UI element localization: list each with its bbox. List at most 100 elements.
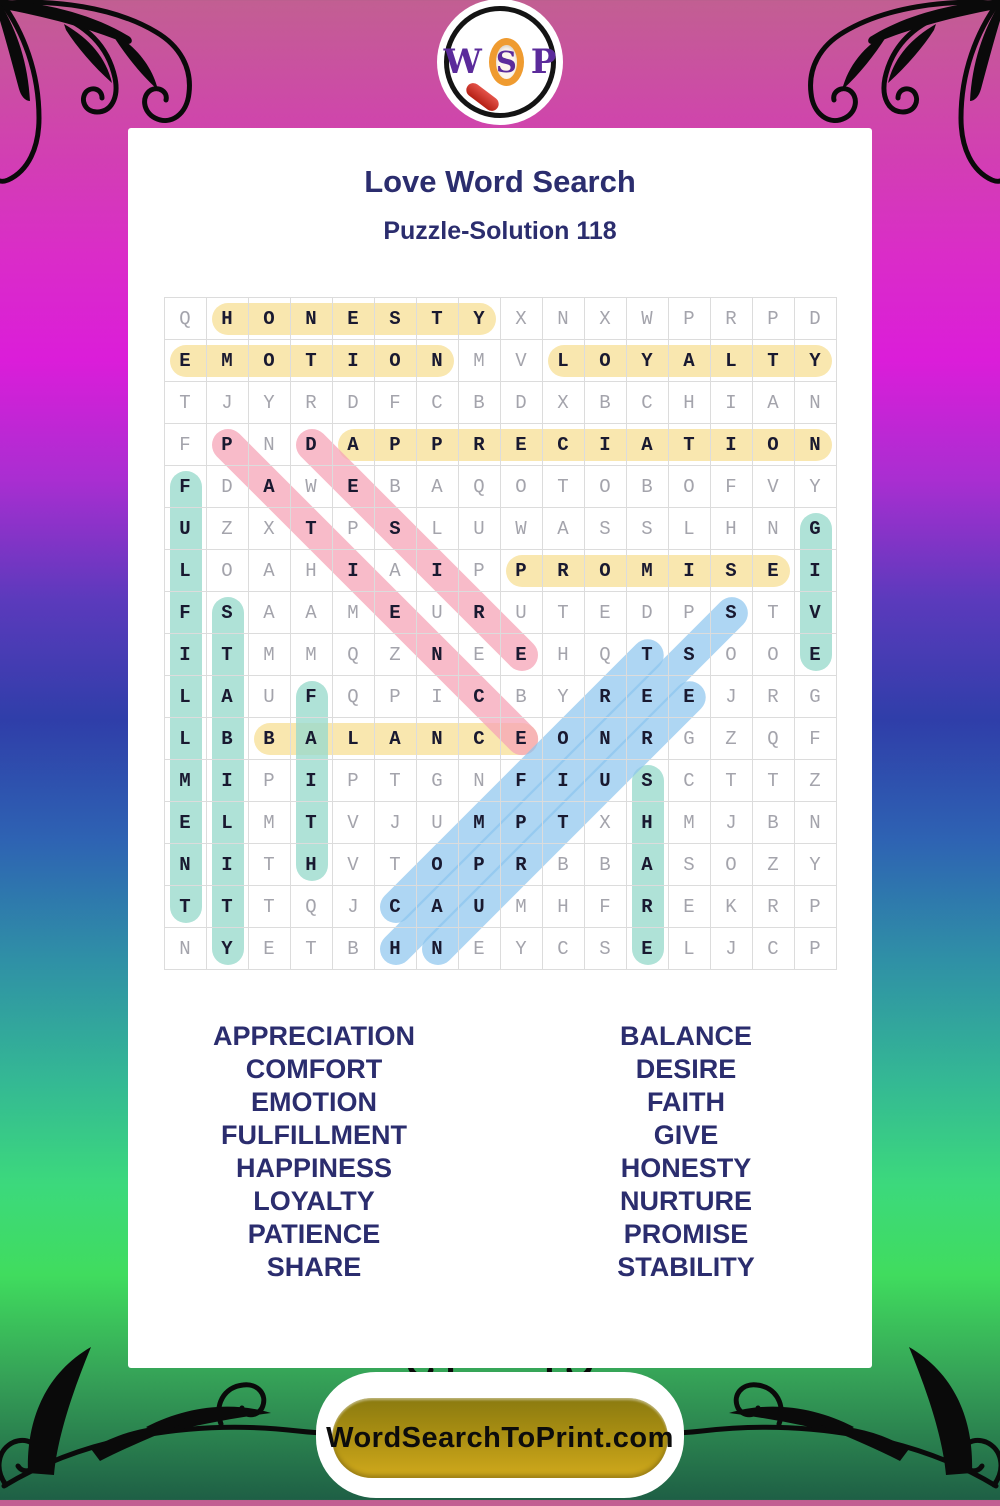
- grid-cell: S: [584, 928, 627, 970]
- grid-cell: H: [710, 508, 753, 550]
- grid-cell: N: [794, 382, 837, 424]
- grid-cell: T: [668, 424, 711, 466]
- grid-cell: V: [332, 802, 375, 844]
- grid-cell: P: [332, 508, 375, 550]
- grid-cell: L: [164, 718, 207, 760]
- grid-cell: S: [374, 508, 417, 550]
- grid-cell: Z: [374, 634, 417, 676]
- grid-cell: C: [416, 382, 459, 424]
- site-button[interactable]: WordSearchToPrint.com: [326, 1398, 673, 1478]
- grid-cell: N: [416, 634, 459, 676]
- grid-cell: Y: [794, 466, 837, 508]
- grid-cell: L: [206, 802, 249, 844]
- grid-cell: N: [584, 718, 627, 760]
- grid-cell: I: [164, 634, 207, 676]
- grid-cell: C: [458, 718, 501, 760]
- grid-cell: O: [752, 424, 795, 466]
- grid-cell: H: [542, 634, 585, 676]
- grid-cell: B: [500, 676, 543, 718]
- grid-cell: E: [752, 550, 795, 592]
- grid-cell: L: [416, 508, 459, 550]
- grid-cell: O: [374, 340, 417, 382]
- grid-cell: O: [416, 844, 459, 886]
- grid-cell: I: [332, 340, 375, 382]
- word-list-item: GIVE: [653, 1120, 719, 1150]
- grid-cell: G: [668, 718, 711, 760]
- grid-cell: P: [374, 676, 417, 718]
- grid-cell: I: [542, 760, 585, 802]
- word-list-item: SHARE: [266, 1252, 362, 1282]
- highlight-promise: [505, 555, 790, 587]
- grid-cell: F: [710, 466, 753, 508]
- grid-cell: I: [332, 550, 375, 592]
- grid-cell: Y: [248, 382, 291, 424]
- grid-cell: A: [752, 382, 795, 424]
- grid-cell: H: [290, 550, 333, 592]
- grid-cell: Q: [458, 466, 501, 508]
- grid-cell: T: [710, 760, 753, 802]
- grid-cell: M: [248, 634, 291, 676]
- grid-cell: T: [248, 844, 291, 886]
- grid-cell: E: [164, 340, 207, 382]
- highlight-share: [631, 765, 664, 965]
- grid-cell: S: [374, 298, 417, 340]
- word-list-item: PROMISE: [623, 1219, 749, 1249]
- grid-cell: A: [416, 886, 459, 928]
- grid-cell: R: [710, 298, 753, 340]
- grid-cell: I: [290, 760, 333, 802]
- highlight-loyalty: [547, 345, 832, 377]
- grid-cell: B: [332, 928, 375, 970]
- grid-cell: E: [626, 676, 669, 718]
- grid-cell: T: [290, 802, 333, 844]
- grid-cell: P: [374, 424, 417, 466]
- grid-cell: H: [206, 298, 249, 340]
- grid-cell: R: [584, 676, 627, 718]
- grid-cell: T: [164, 382, 207, 424]
- grid-cell: O: [584, 340, 627, 382]
- grid-cell: H: [668, 382, 711, 424]
- grid-cell: O: [710, 634, 753, 676]
- grid-cell: N: [164, 844, 207, 886]
- grid-cell: F: [584, 886, 627, 928]
- grid-cell: A: [668, 340, 711, 382]
- grid-cell: N: [794, 424, 837, 466]
- grid-cell: A: [248, 592, 291, 634]
- grid-cell: R: [458, 592, 501, 634]
- grid-cell: P: [416, 424, 459, 466]
- grid-cell: A: [248, 466, 291, 508]
- logo-letter-s: S: [495, 45, 517, 79]
- grid-cell: N: [794, 802, 837, 844]
- grid-cell: Q: [584, 634, 627, 676]
- grid-cell: P: [458, 550, 501, 592]
- grid-cell: F: [794, 718, 837, 760]
- grid-cell: E: [374, 592, 417, 634]
- grid-cell: R: [290, 382, 333, 424]
- grid-cell: T: [626, 634, 669, 676]
- grid-cell: R: [626, 886, 669, 928]
- grid-cell: T: [752, 760, 795, 802]
- grid-cell: G: [794, 508, 837, 550]
- grid-cell: A: [206, 676, 249, 718]
- grid-cell: T: [752, 340, 795, 382]
- grid-cell: Y: [206, 928, 249, 970]
- grid-cell: A: [374, 718, 417, 760]
- grid-cell: F: [164, 424, 207, 466]
- grid-cell: W: [626, 298, 669, 340]
- grid-cell: E: [626, 928, 669, 970]
- grid-cell: O: [248, 298, 291, 340]
- word-list-item: BALANCE: [620, 1021, 752, 1051]
- logo-letter-w: W: [443, 42, 482, 82]
- grid-cell: J: [206, 382, 249, 424]
- grid-cell: S: [668, 844, 711, 886]
- grid-cell: M: [668, 802, 711, 844]
- grid-cell: Y: [500, 928, 543, 970]
- grid-cell: E: [584, 592, 627, 634]
- grid-cell: P: [500, 802, 543, 844]
- grid-cell: I: [416, 550, 459, 592]
- grid-cell: S: [668, 634, 711, 676]
- word-list-item: NURTURE: [620, 1186, 752, 1216]
- grid-cell: N: [752, 508, 795, 550]
- grid-cell: B: [752, 802, 795, 844]
- grid-cell: U: [584, 760, 627, 802]
